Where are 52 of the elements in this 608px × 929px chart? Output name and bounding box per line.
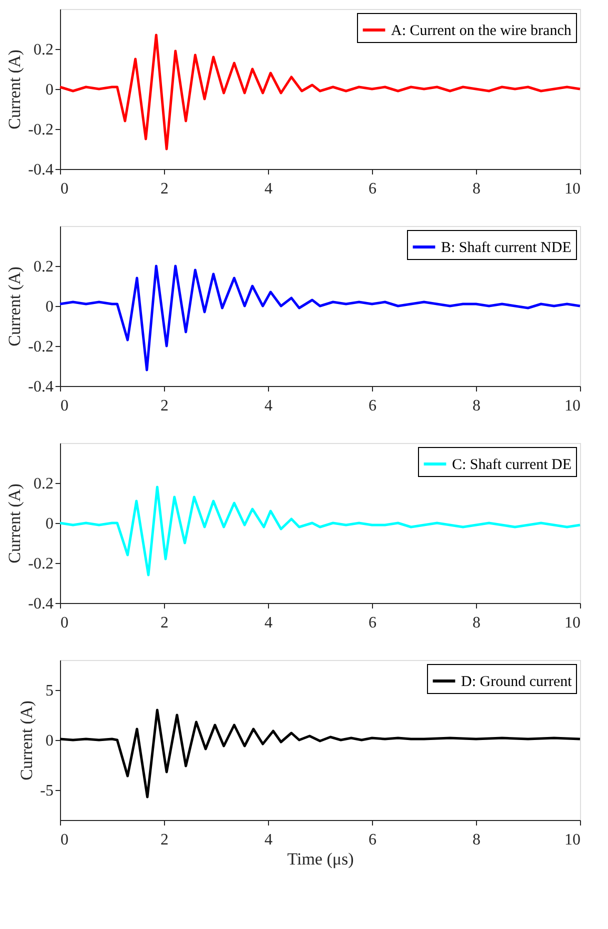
y-tick-label: 0: [46, 516, 54, 532]
legend-label: C: Shaft current DE: [452, 457, 572, 473]
x-tick-label: 8: [472, 398, 480, 414]
x-tick-label: 8: [472, 832, 480, 848]
y-tick-label: -0.2: [28, 122, 54, 138]
legend-label: A: Current on the wire branch: [391, 23, 572, 39]
line-series: [58, 708, 582, 798]
x-tick-label: 2: [160, 832, 168, 848]
x-tick-label: 6: [368, 180, 376, 198]
y-tick-label: -0.2: [28, 338, 54, 356]
x-tick-label: 0: [60, 832, 68, 848]
x-tick-label: 8: [472, 180, 480, 198]
y-tick-label: -5: [40, 782, 54, 800]
y-tick-label: 5: [46, 682, 54, 700]
y-axis-title: Current (A): [17, 700, 36, 780]
x-tick-label: 0: [60, 614, 68, 632]
y-tick-label: -0.2: [28, 556, 54, 572]
legend-label: B: Shaft current NDE: [441, 240, 572, 256]
x-tick-label: 2: [160, 180, 168, 198]
y-tick-label: 0.2: [34, 476, 54, 492]
y-tick-label: 0.2: [34, 42, 54, 58]
line-series: [58, 34, 582, 150]
legend-label: D: Ground current: [461, 674, 573, 690]
y-tick-label: -0.4: [28, 378, 54, 396]
y-tick-label: -0.4: [28, 162, 54, 178]
x-tick-label: 0: [60, 398, 68, 414]
x-tick-label: 4: [264, 180, 272, 198]
y-axis-title: Current (A): [5, 484, 24, 564]
x-tick-label: 0: [60, 180, 68, 198]
x-tick-label: 10: [564, 398, 580, 414]
x-axis-title: Time (μs): [287, 850, 354, 868]
y-axis-title: Current (A): [5, 266, 24, 346]
x-tick-label: 10: [564, 832, 580, 848]
x-tick-label: 6: [368, 398, 376, 414]
y-axis-title: Current (A): [5, 50, 24, 130]
y-tick-label: 0: [46, 732, 54, 750]
x-tick-label: 4: [264, 614, 272, 632]
x-tick-label: 2: [160, 398, 168, 414]
x-tick-label: 10: [564, 180, 580, 198]
x-tick-label: 10: [564, 614, 580, 632]
x-tick-label: 4: [264, 832, 272, 848]
line-series: [58, 486, 582, 576]
x-tick-label: 2: [160, 614, 168, 632]
x-tick-label: 4: [264, 398, 272, 414]
y-tick-label: 0: [46, 298, 54, 316]
y-tick-label: 0: [46, 82, 54, 98]
x-tick-label: 6: [368, 832, 376, 848]
y-tick-label: -0.4: [28, 596, 54, 612]
y-tick-label: 0.2: [34, 258, 54, 276]
line-series: [58, 264, 582, 372]
x-tick-label: 6: [368, 614, 376, 632]
x-tick-label: 8: [472, 614, 480, 632]
